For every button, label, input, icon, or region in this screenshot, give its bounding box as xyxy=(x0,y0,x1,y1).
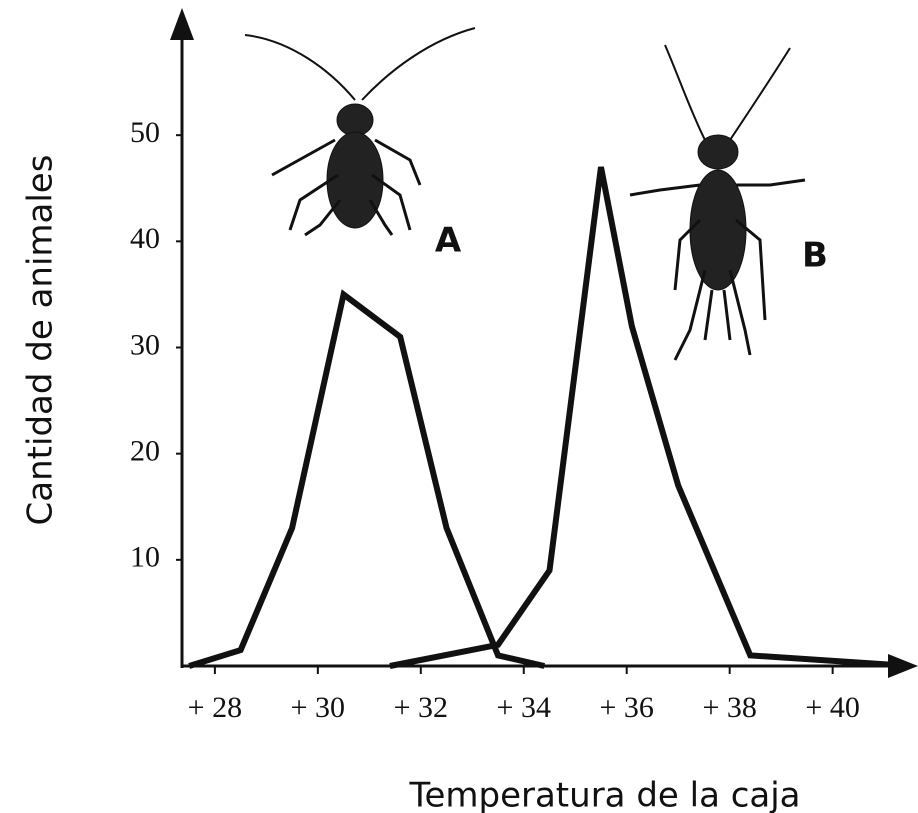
series-label: A xyxy=(435,221,462,261)
x-tick-label: + 34 xyxy=(497,691,551,724)
x-tick-label: + 38 xyxy=(702,691,756,724)
series-line xyxy=(189,294,544,666)
y-tick-label: 30 xyxy=(130,328,160,361)
x-tick-label: + 30 xyxy=(291,691,345,724)
y-tick-label: 20 xyxy=(130,435,160,468)
x-tick-label: + 28 xyxy=(188,691,242,724)
x-axis-title: Temperatura de la caja xyxy=(408,776,800,813)
x-tick-label: + 36 xyxy=(600,691,654,724)
page: {"chart_data": {"type": "line", "x_label… xyxy=(0,0,918,813)
chart: Cantidad de animales Temperatura de la c… xyxy=(0,0,918,813)
y-axis-title: Cantidad de animales xyxy=(21,155,61,526)
series-line xyxy=(390,167,910,666)
y-tick-label: 40 xyxy=(130,222,160,255)
series-label: B xyxy=(802,236,828,276)
y-axis-arrow xyxy=(170,8,194,40)
insect-a xyxy=(245,28,475,235)
insect-b xyxy=(630,45,805,360)
y-tick-label: 10 xyxy=(130,541,160,574)
y-tick-label: 50 xyxy=(130,116,160,149)
x-tick-label: + 32 xyxy=(394,691,448,724)
x-tick-label: + 40 xyxy=(805,691,859,724)
